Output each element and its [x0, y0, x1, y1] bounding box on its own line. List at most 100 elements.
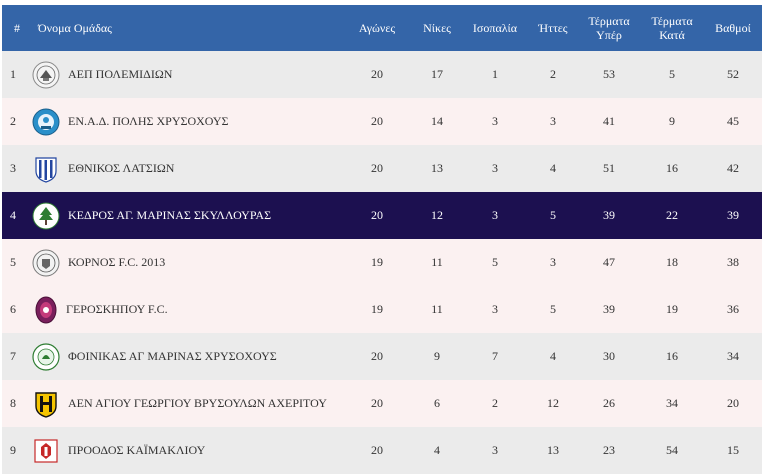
row-goals-against: 16: [666, 349, 678, 363]
row-losses: 4: [550, 349, 556, 363]
row-goals-for: 39: [603, 208, 615, 222]
table-row[interactable]: 2 ΕΝ.Α.Δ. ΠΟΛΗΣ ΧΡΥΣΟΧΟΥΣ 20 14 3 3 41 9…: [2, 98, 762, 145]
row-draws: 3: [492, 302, 498, 316]
header-points: Βαθμοί: [715, 21, 751, 35]
table-row[interactable]: 6 ΓΕΡΟΣΚΗΠΟΥ F.C. 19 11 3 5 39 19 36: [2, 286, 762, 333]
row-losses: 5: [550, 208, 556, 222]
row-draws: 7: [492, 349, 498, 363]
row-pos: 7: [10, 349, 16, 363]
header-wins: Νίκες: [423, 21, 451, 35]
standings-table: # Όνομα Ομάδας Αγώνες Νίκες Ισοπαλία Ήττ…: [2, 5, 762, 474]
row-pos: 3: [10, 161, 16, 175]
row-pos: 2: [10, 114, 16, 128]
row-goals-against: 34: [666, 396, 678, 410]
proodos-logo-icon: [32, 437, 60, 465]
row-goals-against: 9: [669, 114, 675, 128]
row-draws: 3: [492, 443, 498, 457]
row-goals-for: 26: [603, 396, 615, 410]
table-header-row: # Όνομα Ομάδας Αγώνες Νίκες Ισοπαλία Ήττ…: [2, 5, 762, 51]
row-draws: 1: [492, 67, 498, 81]
row-losses: 3: [550, 114, 556, 128]
row-goals-against: 19: [666, 302, 678, 316]
row-wins: 11: [431, 255, 443, 269]
row-wins: 11: [431, 302, 443, 316]
header-draws: Ισοπαλία: [472, 21, 518, 35]
kornos-logo-icon: [32, 249, 60, 277]
row-points: 34: [727, 349, 739, 363]
row-losses: 2: [550, 67, 556, 81]
row-goals-for: 47: [603, 255, 615, 269]
header-team: Όνομα Ομάδας: [38, 21, 112, 35]
team-name[interactable]: ΚΟΡΝΟΣ F.C. 2013: [68, 255, 166, 269]
row-played: 20: [371, 208, 383, 222]
team-name[interactable]: ΑΕΝ ΑΓΙΟΥ ΓΕΩΡΓΙΟΥ ΒΡΥΣΟΥΛΩΝ ΑΧΕΡΙΤΟΥ: [68, 396, 327, 410]
table-row[interactable]: 5 ΚΟΡΝΟΣ F.C. 2013 19 11 5 3 47 18 38: [2, 239, 762, 286]
row-points: 36: [727, 302, 739, 316]
header-goals-against: Τέρματα Κατά: [651, 14, 693, 42]
row-losses: 3: [550, 255, 556, 269]
row-goals-for: 41: [603, 114, 615, 128]
row-pos: 1: [10, 67, 16, 81]
row-pos: 8: [10, 396, 16, 410]
row-draws: 2: [492, 396, 498, 410]
row-goals-for: 30: [603, 349, 615, 363]
geroskipou-logo-icon: [32, 296, 60, 324]
row-played: 20: [371, 396, 383, 410]
row-pos: 9: [10, 443, 16, 457]
row-played: 20: [371, 114, 383, 128]
row-goals-for: 23: [603, 443, 615, 457]
team-name[interactable]: ΑΕΠ ΠΟΛΕΜΙΔΙΩΝ: [68, 67, 173, 81]
row-wins: 9: [434, 349, 440, 363]
table-row[interactable]: 1 ΑΕΠ ΠΟΛΕΜΙΔΙΩΝ 20 17 1 2 53 5 52: [2, 51, 762, 98]
row-wins: 14: [431, 114, 443, 128]
aep-polemidion-logo-icon: [32, 61, 60, 89]
row-goals-against: 5: [669, 67, 675, 81]
row-points: 45: [727, 114, 739, 128]
team-name[interactable]: ΦΟΙΝΙΚΑΣ ΑΓ ΜΑΡΙΝΑΣ ΧΡΥΣΟΧΟΥΣ: [68, 349, 277, 363]
row-points: 52: [727, 67, 739, 81]
row-wins: 12: [431, 208, 443, 222]
table-row-highlighted[interactable]: 4 ΚΕΔΡΟΣ ΑΓ. ΜΑΡΙΝΑΣ ΣΚΥΛΛΟΥΡΑΣ 20 12 3 …: [2, 192, 762, 239]
table-row[interactable]: 3 ΕΘΝΙΚΟΣ ΛΑΤΣΙΩΝ 20 13 3 4 51 16 42: [2, 145, 762, 192]
foinikas-logo-icon: [32, 342, 60, 371]
table-row[interactable]: 7 ΦΟΙΝΙΚΑΣ ΑΓ ΜΑΡΙΝΑΣ ΧΡΥΣΟΧΟΥΣ 20 9 7 4…: [2, 333, 762, 380]
kedros-logo-icon: [32, 202, 60, 230]
row-goals-against: 16: [666, 161, 678, 175]
row-points: 39: [727, 208, 739, 222]
row-goals-against: 54: [666, 443, 678, 457]
row-goals-for: 51: [603, 161, 615, 175]
team-name[interactable]: ΠΡΟΟΔΟΣ ΚΑΪΜΑΚΛΙΟΥ: [68, 443, 206, 457]
row-pos: 4: [10, 208, 16, 222]
table-row[interactable]: 9 ΠΡΟΟΔΟΣ ΚΑΪΜΑΚΛΙΟΥ 20 4 3 13 23 54 15: [2, 427, 762, 474]
row-draws: 3: [492, 114, 498, 128]
row-played: 20: [371, 349, 383, 363]
team-name[interactable]: ΕΝ.Α.Δ. ΠΟΛΗΣ ΧΡΥΣΟΧΟΥΣ: [68, 114, 229, 128]
row-goals-for: 39: [603, 302, 615, 316]
row-wins: 17: [431, 67, 443, 81]
row-pos: 6: [10, 302, 16, 316]
row-played: 20: [371, 443, 383, 457]
row-pos: 5: [10, 255, 16, 269]
header-played: Αγώνες: [358, 21, 396, 35]
enad-logo-icon: [32, 108, 60, 136]
row-losses: 5: [550, 302, 556, 316]
row-wins: 6: [434, 396, 440, 410]
team-name[interactable]: ΚΕΔΡΟΣ ΑΓ. ΜΑΡΙΝΑΣ ΣΚΥΛΛΟΥΡΑΣ: [68, 208, 272, 222]
team-name[interactable]: ΓΕΡΟΣΚΗΠΟΥ F.C.: [66, 302, 168, 316]
row-points: 20: [727, 396, 739, 410]
row-draws: 3: [492, 208, 498, 222]
row-played: 19: [371, 302, 383, 316]
team-name[interactable]: ΕΘΝΙΚΟΣ ΛΑΤΣΙΩΝ: [68, 161, 175, 175]
row-points: 42: [727, 161, 739, 175]
row-draws: 5: [492, 255, 498, 269]
row-played: 20: [371, 67, 383, 81]
row-goals-for: 53: [603, 67, 615, 81]
row-losses: 13: [547, 443, 559, 457]
row-wins: 4: [434, 443, 440, 457]
header-pos: #: [14, 21, 20, 35]
row-goals-against: 18: [666, 255, 678, 269]
ethnikos-latsion-logo-icon: [32, 155, 60, 183]
row-wins: 13: [431, 161, 443, 175]
table-row[interactable]: 8 ΑΕΝ ΑΓΙΟΥ ΓΕΩΡΓΙΟΥ ΒΡΥΣΟΥΛΩΝ ΑΧΕΡΙΤΟΥ …: [2, 380, 762, 427]
row-points: 15: [727, 443, 739, 457]
